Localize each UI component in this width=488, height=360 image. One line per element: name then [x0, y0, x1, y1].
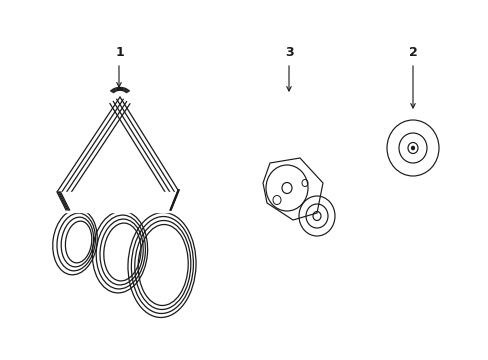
Ellipse shape — [411, 146, 414, 150]
Bar — [30, 192, 229, 212]
Text: 3: 3 — [285, 45, 294, 59]
Text: 1: 1 — [115, 45, 124, 59]
Text: 2: 2 — [408, 45, 417, 59]
